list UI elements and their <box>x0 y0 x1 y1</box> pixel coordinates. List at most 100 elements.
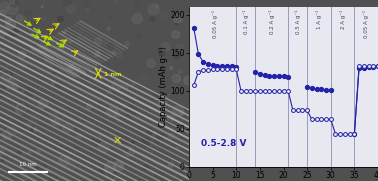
Circle shape <box>54 118 63 126</box>
Circle shape <box>8 75 20 86</box>
Text: 0.5-2.8 V: 0.5-2.8 V <box>201 139 246 148</box>
Circle shape <box>28 152 31 154</box>
Circle shape <box>70 62 76 68</box>
Circle shape <box>105 162 116 172</box>
Circle shape <box>109 17 112 19</box>
Circle shape <box>0 86 4 91</box>
Circle shape <box>83 122 92 131</box>
Circle shape <box>77 134 82 139</box>
Circle shape <box>65 29 77 40</box>
Circle shape <box>32 140 37 146</box>
Circle shape <box>172 77 179 84</box>
Circle shape <box>67 5 75 13</box>
Circle shape <box>0 70 11 80</box>
Circle shape <box>113 153 118 158</box>
Circle shape <box>117 119 120 122</box>
Circle shape <box>178 69 182 73</box>
Text: 0.2 A g⁻¹: 0.2 A g⁻¹ <box>269 10 275 34</box>
Circle shape <box>63 123 73 132</box>
Circle shape <box>53 159 62 167</box>
Circle shape <box>29 113 40 123</box>
Circle shape <box>177 44 184 51</box>
Circle shape <box>51 118 60 125</box>
Circle shape <box>172 75 180 83</box>
Circle shape <box>108 43 114 49</box>
Circle shape <box>53 73 55 75</box>
Circle shape <box>2 121 6 125</box>
Circle shape <box>71 30 77 36</box>
Circle shape <box>155 5 158 8</box>
Circle shape <box>65 63 73 70</box>
Circle shape <box>22 87 33 98</box>
Circle shape <box>180 111 184 115</box>
Circle shape <box>0 2 10 11</box>
Circle shape <box>161 12 167 19</box>
Circle shape <box>84 37 88 41</box>
Circle shape <box>31 13 38 20</box>
Circle shape <box>17 56 19 59</box>
Circle shape <box>19 16 26 23</box>
Circle shape <box>91 94 94 97</box>
Circle shape <box>67 161 76 170</box>
Circle shape <box>3 64 8 68</box>
Circle shape <box>1 95 3 97</box>
Circle shape <box>41 16 46 21</box>
Circle shape <box>59 155 70 166</box>
Circle shape <box>148 89 150 92</box>
Circle shape <box>15 104 27 114</box>
Circle shape <box>13 0 19 5</box>
Circle shape <box>93 136 101 144</box>
Circle shape <box>58 16 63 22</box>
Circle shape <box>7 4 18 14</box>
Circle shape <box>176 73 184 81</box>
Circle shape <box>50 171 58 178</box>
Text: 0.5 A g⁻¹: 0.5 A g⁻¹ <box>295 10 301 34</box>
Circle shape <box>174 15 181 23</box>
Circle shape <box>25 10 31 16</box>
Circle shape <box>107 27 110 30</box>
Text: 0.1 A g⁻¹: 0.1 A g⁻¹ <box>243 10 249 34</box>
Circle shape <box>123 84 129 89</box>
Circle shape <box>0 148 5 155</box>
Circle shape <box>170 67 173 70</box>
Circle shape <box>113 52 115 54</box>
Circle shape <box>86 8 89 11</box>
Circle shape <box>30 129 34 132</box>
Circle shape <box>2 159 4 161</box>
Circle shape <box>22 90 24 92</box>
Circle shape <box>63 31 66 34</box>
Circle shape <box>39 46 48 54</box>
Circle shape <box>172 106 183 116</box>
Circle shape <box>167 64 173 69</box>
Circle shape <box>123 150 126 153</box>
Circle shape <box>107 90 111 94</box>
Circle shape <box>26 123 31 127</box>
Circle shape <box>158 133 164 139</box>
Circle shape <box>95 51 101 56</box>
Circle shape <box>95 83 98 86</box>
Circle shape <box>41 165 46 169</box>
Circle shape <box>3 70 12 78</box>
Circle shape <box>167 115 174 121</box>
Circle shape <box>94 69 97 71</box>
Circle shape <box>179 132 185 139</box>
Circle shape <box>129 81 133 85</box>
Circle shape <box>68 65 74 71</box>
Circle shape <box>100 48 108 56</box>
Circle shape <box>21 96 25 99</box>
Circle shape <box>36 150 40 153</box>
Circle shape <box>98 169 103 174</box>
Circle shape <box>173 52 181 58</box>
Circle shape <box>155 172 164 181</box>
Circle shape <box>68 38 73 43</box>
Circle shape <box>132 14 143 24</box>
Circle shape <box>172 3 183 13</box>
Text: 0.05 A g⁻¹: 0.05 A g⁻¹ <box>363 10 369 37</box>
Circle shape <box>143 145 148 150</box>
Circle shape <box>169 133 174 139</box>
Circle shape <box>180 24 184 29</box>
Circle shape <box>53 74 56 77</box>
Circle shape <box>57 42 65 50</box>
Circle shape <box>15 144 18 147</box>
Circle shape <box>45 132 56 142</box>
